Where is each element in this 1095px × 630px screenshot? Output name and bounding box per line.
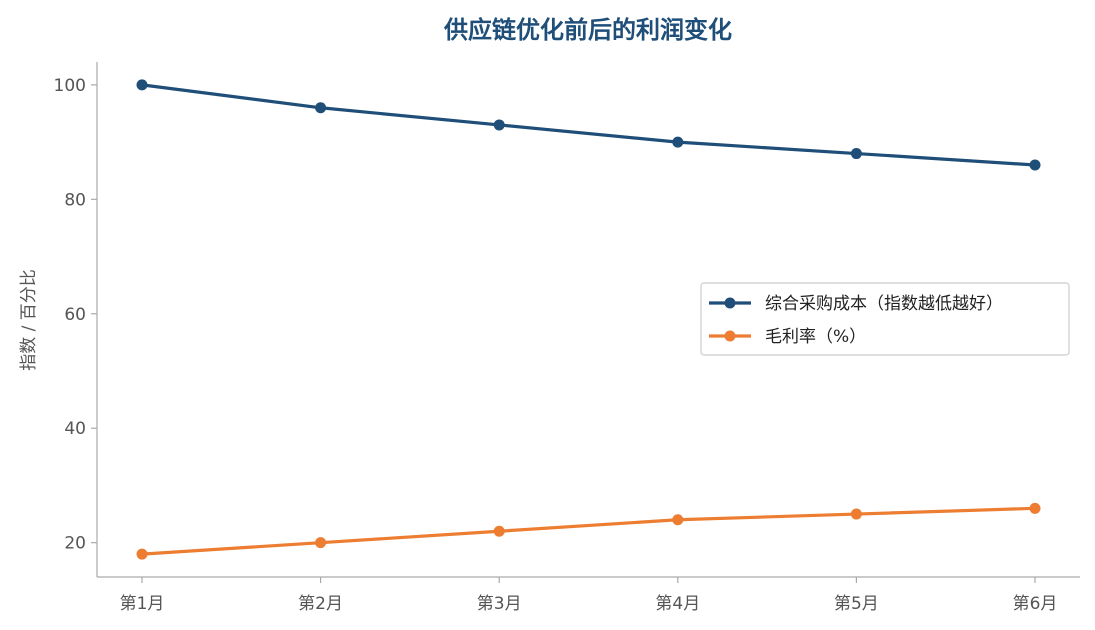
- data-point: [672, 136, 684, 148]
- legend-marker: [724, 330, 736, 342]
- legend: 综合采购成本（指数越低越好） 毛利率（%）: [700, 282, 1070, 356]
- data-point: [315, 102, 327, 114]
- axes: 20 40 60 80 100 第1月 第2月 第3月 第4月 第5月 第6月: [54, 62, 1080, 614]
- legend-item-2: 毛利率（%）: [709, 327, 866, 347]
- data-point: [493, 119, 505, 131]
- data-point: [672, 514, 684, 526]
- y-tick-label: 100: [54, 76, 86, 96]
- x-tick-label: 第3月: [477, 594, 522, 614]
- x-tick-label: 第5月: [834, 594, 879, 614]
- y-tick-label: 20: [64, 534, 86, 554]
- x-tick-label: 第6月: [1013, 594, 1058, 614]
- x-tick-label: 第2月: [298, 594, 343, 614]
- data-point: [1029, 159, 1041, 171]
- legend-item-1: 综合采购成本（指数越低越好）: [709, 294, 1003, 314]
- y-axis-label: 指数 / 百分比: [19, 269, 39, 371]
- series-1: [136, 79, 1041, 171]
- data-point: [315, 537, 327, 549]
- x-tick-label: 第4月: [655, 594, 700, 614]
- data-point: [850, 148, 862, 160]
- x-tick-label: 第1月: [120, 594, 165, 614]
- data-point: [850, 508, 862, 520]
- chart-title: 供应链优化前后的利润变化: [443, 16, 732, 44]
- legend-label: 综合采购成本（指数越低越好）: [765, 294, 1003, 314]
- y-tick-label: 40: [64, 419, 86, 439]
- series-layer: [136, 79, 1041, 560]
- legend-box: [700, 282, 1070, 356]
- data-point: [1029, 502, 1041, 514]
- y-tick-label: 80: [64, 190, 86, 210]
- series-line: [140, 506, 1037, 556]
- data-point: [136, 548, 148, 560]
- data-point: [493, 525, 505, 537]
- legend-label: 毛利率（%）: [765, 327, 866, 347]
- legend-marker: [724, 297, 736, 309]
- series-2: [136, 502, 1041, 560]
- y-tick-label: 60: [64, 305, 86, 325]
- series-line: [140, 83, 1037, 167]
- data-point: [136, 79, 148, 91]
